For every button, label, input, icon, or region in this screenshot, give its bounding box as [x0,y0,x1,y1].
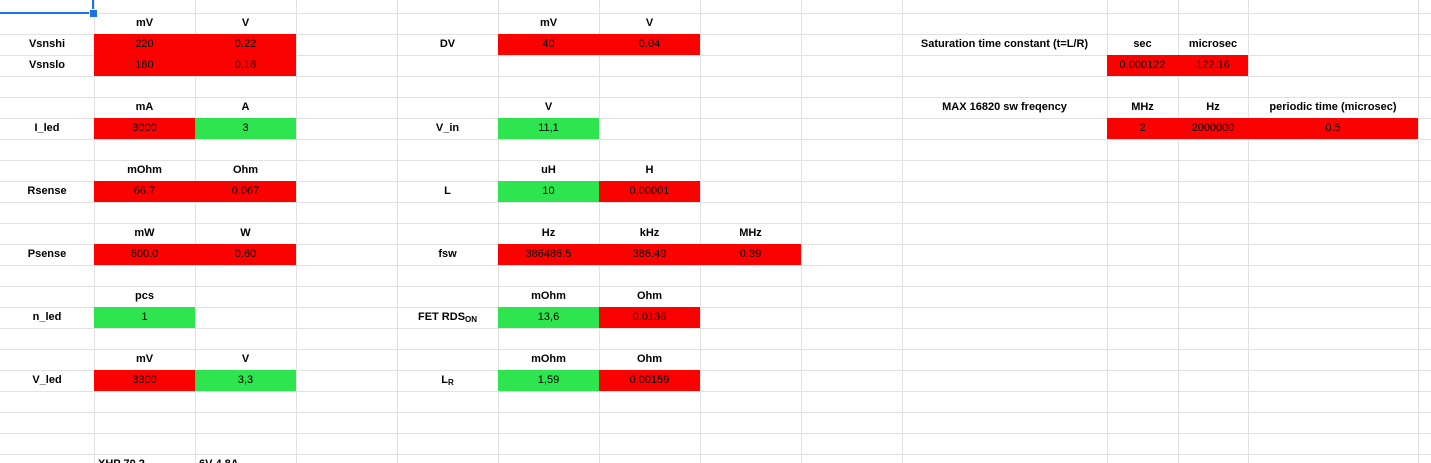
unit-header-max-mhz[interactable]: MHz [1131,101,1154,113]
selection-border-right [92,0,94,13]
param-label-max16820[interactable]: MAX 16820 sw freqency [942,101,1067,113]
led-model-cell[interactable]: XHP 70.2 [94,454,195,463]
label-text: FET RDS [417,311,466,323]
unit-header-rsense-ohm[interactable]: Ohm [232,164,259,176]
unit-header-nled-pcs[interactable]: pcs [135,290,154,302]
gridline [1248,0,1249,463]
selection-border-bottom [0,12,95,14]
value-rdson-ohm[interactable]: 0.0136 [599,307,700,328]
value-psense-mw[interactable]: 600.0 [94,244,195,265]
param-label-l[interactable]: L [444,185,451,197]
unit-header-psense-w[interactable]: W [240,227,251,239]
param-label-fet-rdson[interactable]: FET RDSON [397,307,498,328]
gridline [902,0,903,463]
unit-header-iled-a[interactable]: A [241,101,250,113]
unit-header-lr-mohm[interactable]: mOhm [531,353,566,365]
gridline [801,0,802,463]
gridline [195,0,196,463]
unit-header-psense-mw[interactable]: mW [134,227,155,239]
gridline [498,0,499,463]
value-rsense-mohm[interactable]: 66.7 [94,181,195,202]
unit-header-vled-v[interactable]: V [241,353,250,365]
value-dv-v[interactable]: 0.04 [599,34,700,55]
param-label-iled[interactable]: I_led [34,122,60,134]
param-label-vled[interactable]: V_led [32,374,62,386]
param-label-vin[interactable]: V_in [435,122,460,134]
gridline [397,0,398,463]
label-text: L [441,374,448,386]
param-label-psense[interactable]: Psense [27,248,67,260]
unit-header-iled-ma[interactable]: mA [135,101,154,113]
value-lr-mohm[interactable]: 1,59 [498,370,599,391]
param-label-nled[interactable]: n_led [32,311,62,323]
unit-header-lr-ohm[interactable]: Ohm [636,353,663,365]
unit-header-vled-mv[interactable]: mV [135,353,154,365]
value-vled-v[interactable]: 3,3 [195,370,296,391]
param-label-fsw[interactable]: fsw [438,248,457,260]
unit-header-rdson-mohm[interactable]: mOhm [531,290,566,302]
gridline [1178,0,1179,463]
gridline [94,0,95,463]
unit-header-max-periodic[interactable]: periodic time (microsec) [1269,101,1397,113]
led-spec-cell[interactable]: 6V 4.8A [195,454,296,463]
value-dv-mv[interactable]: 40 [498,34,599,55]
value-l-h[interactable]: 0.00001 [599,181,700,202]
param-label-vsnshi[interactable]: Vsnshi [28,38,66,50]
value-rsense-ohm[interactable]: 0.067 [195,181,296,202]
unit-header-sat-sec[interactable]: sec [1133,38,1152,50]
label-subscript: R [447,378,454,387]
gridline [700,0,701,463]
gridline [296,0,297,463]
value-sat-microsec[interactable]: 122.16 [1178,55,1248,76]
param-label-vsnslo[interactable]: Vsnslo [28,59,66,71]
value-lr-ohm[interactable]: 0.00159 [599,370,700,391]
value-psense-w[interactable]: 0.60 [195,244,296,265]
unit-header-dv-v[interactable]: V [645,17,654,29]
unit-header-vsns-mv[interactable]: mV [135,17,154,29]
unit-header-rdson-ohm[interactable]: Ohm [636,290,663,302]
value-max-hz[interactable]: 2000000 [1178,118,1248,139]
unit-header-fsw-khz[interactable]: kHz [639,227,660,239]
gridline [1107,0,1108,463]
value-vled-mv[interactable]: 3300 [94,370,195,391]
value-vsnslo-v[interactable]: 0.18 [195,55,296,76]
param-label-saturation[interactable]: Saturation time constant (t=L/R) [920,38,1089,50]
unit-header-l-uh[interactable]: uH [541,164,556,176]
value-vin-v[interactable]: 11,1 [498,118,599,139]
selection-fill-handle[interactable] [89,9,98,18]
value-fsw-hz[interactable]: 386486.5 [498,244,599,265]
unit-header-vin-v[interactable]: V [544,101,553,113]
value-max-mhz[interactable]: 2 [1107,118,1178,139]
unit-header-l-h[interactable]: H [645,164,654,176]
param-label-rsense[interactable]: Rsense [27,185,67,197]
value-nled-pcs[interactable]: 1 [94,307,195,328]
value-fsw-mhz[interactable]: 0.39 [700,244,801,265]
gridline [599,0,600,463]
value-l-uh[interactable]: 10 [498,181,599,202]
value-max-periodic[interactable]: 0.5 [1248,118,1418,139]
unit-header-fsw-hz[interactable]: Hz [541,227,556,239]
gridline [1418,0,1419,463]
unit-header-sat-microsec[interactable]: microsec [1188,38,1238,50]
unit-header-vsns-v[interactable]: V [241,17,250,29]
param-label-lr[interactable]: LR [397,370,498,391]
value-vsnslo-mv[interactable]: 180 [94,55,195,76]
unit-header-max-hz[interactable]: Hz [1206,101,1220,113]
value-iled-a[interactable]: 3 [195,118,296,139]
unit-header-fsw-mhz[interactable]: MHz [739,227,762,239]
unit-header-dv-mv[interactable]: mV [539,17,558,29]
param-label-dv[interactable]: DV [439,38,456,50]
value-rdson-mohm[interactable]: 13,6 [498,307,599,328]
value-sat-sec[interactable]: 0.000122 [1107,55,1178,76]
value-fsw-khz[interactable]: 386.49 [599,244,700,265]
value-vsnshi-mv[interactable]: 220 [94,34,195,55]
label-subscript: ON [465,315,478,324]
value-iled-ma[interactable]: 3000 [94,118,195,139]
unit-header-rsense-mohm[interactable]: mOhm [127,164,162,176]
value-vsnshi-v[interactable]: 0.22 [195,34,296,55]
